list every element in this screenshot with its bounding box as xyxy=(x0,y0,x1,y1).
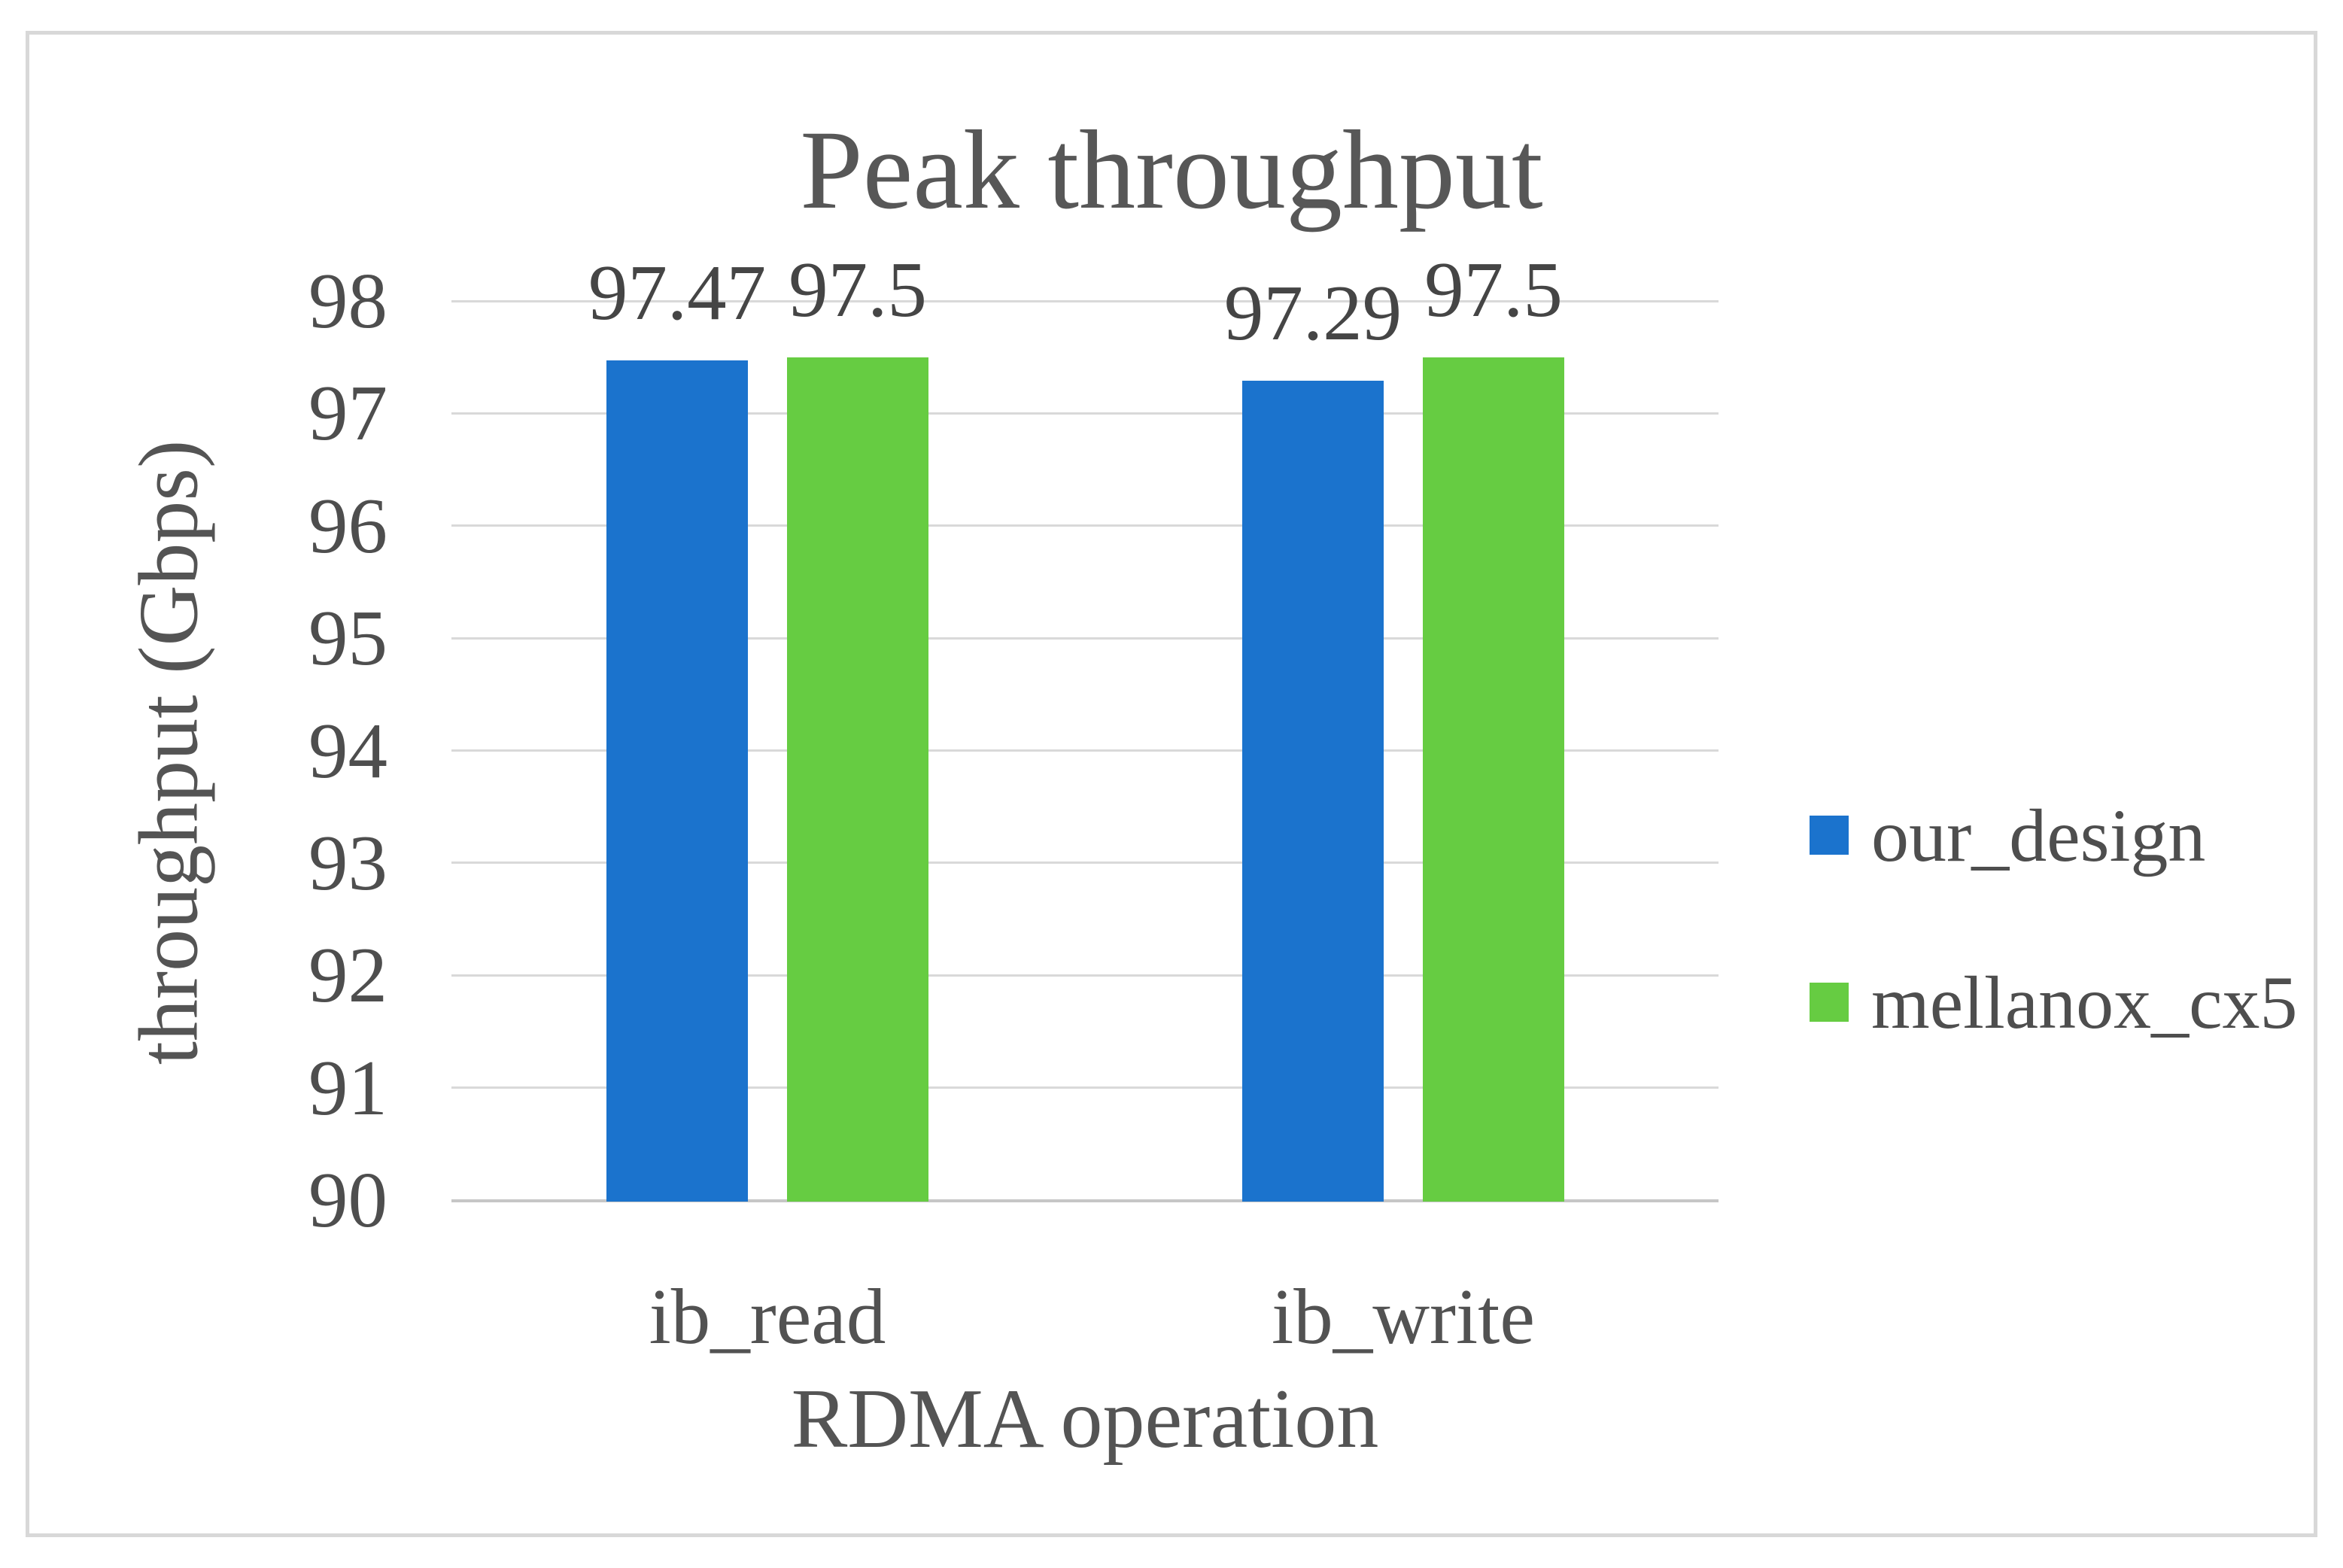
legend-entry-mellanox_cx5: mellanox_cx5 xyxy=(1810,953,2298,1051)
gridline xyxy=(451,524,1719,527)
x-axis-title: RDMA operation xyxy=(791,1372,1379,1466)
y-tick-label: 92 xyxy=(308,931,387,1020)
bar-our_design-ib_read xyxy=(606,360,748,1202)
plot-area: 90 91 92 93 94 95 96 97 98 97.47 97.5 ib_read 97.29 9… xyxy=(308,245,1719,1360)
y-tick-label: 90 xyxy=(308,1156,387,1244)
x-axis-line xyxy=(451,1199,1719,1202)
gridline xyxy=(451,749,1719,752)
gridline xyxy=(451,412,1719,415)
bar-our_design-ib_write xyxy=(1242,381,1384,1202)
y-tick-label: 98 xyxy=(308,257,387,345)
gridline xyxy=(451,1086,1719,1089)
bar-value-label: 97.5 xyxy=(789,245,927,333)
gridline xyxy=(451,861,1719,865)
bar-value-label: 97.29 xyxy=(1223,269,1402,357)
y-tick-label: 95 xyxy=(308,594,387,682)
y-tick-label: 94 xyxy=(308,706,387,795)
legend-swatch-mellanox_cx5 xyxy=(1810,983,1849,1022)
legend-entry-our_design: our_design xyxy=(1810,786,2298,884)
chart-frame-border xyxy=(26,31,2317,1537)
x-tick-label: ib_read xyxy=(649,1272,886,1360)
legend-swatch-our_design xyxy=(1810,816,1849,855)
legend-label: our_design xyxy=(1871,793,2206,877)
gridline xyxy=(451,299,1719,302)
bar-mellanox_cx5-ib_write xyxy=(1423,357,1564,1202)
gridline xyxy=(451,637,1719,640)
bar-mellanox_cx5-ib_read xyxy=(787,357,928,1202)
bar-value-label: 97.5 xyxy=(1424,245,1563,333)
y-tick-label: 97 xyxy=(308,369,387,457)
legend: our_design mellanox_cx5 xyxy=(1810,786,2298,1120)
y-tick-label: 93 xyxy=(308,818,387,907)
bar-value-label: 97.47 xyxy=(588,248,767,337)
y-tick-label: 96 xyxy=(308,481,387,570)
chart-title: Peak throughput xyxy=(800,108,1543,232)
gridline xyxy=(451,974,1719,977)
y-tick-label: 91 xyxy=(308,1043,387,1132)
x-tick-label: ib_write xyxy=(1272,1272,1535,1360)
legend-label: mellanox_cx5 xyxy=(1871,960,2298,1044)
